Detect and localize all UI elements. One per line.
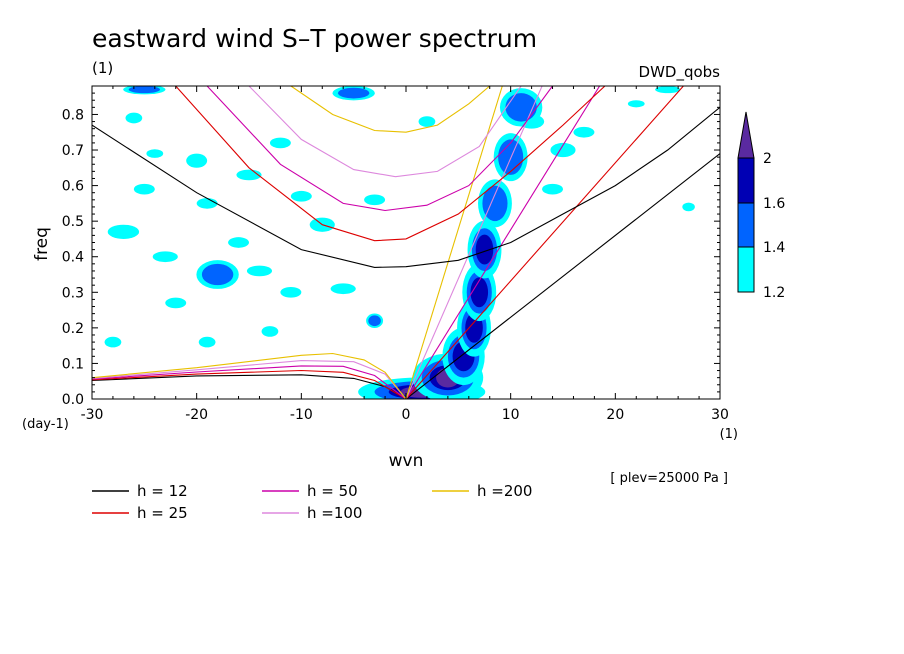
dispersion-curve-kelvin-h12 (405, 153, 720, 399)
noise-patch (542, 183, 563, 195)
noise-patch (550, 142, 576, 158)
noise-patch (198, 336, 216, 348)
dispersion-curve-kelvin-h50 (405, 86, 601, 399)
plot-frame (91, 85, 721, 400)
legend-label: h = 50 (307, 482, 358, 500)
x-tick-label: 30 (711, 407, 729, 423)
dispersion-curve-er-h25 (92, 369, 407, 399)
noise-patch (627, 100, 645, 108)
noise-patch (655, 86, 681, 94)
dispersion-curve-er-h200 (92, 352, 407, 399)
power-contour-mid (128, 86, 161, 94)
dispersion-curve-er-h50 (92, 365, 407, 399)
dispersion-curve-kelvin-h100 (405, 86, 543, 399)
noise-patch (246, 265, 273, 277)
y-tick-label: 0.4 (62, 250, 84, 266)
noise-patch (125, 112, 143, 124)
noise-patch (364, 194, 386, 206)
power-contour-mid (482, 185, 508, 222)
colorbar-swatch (737, 157, 755, 204)
colorbar-swatch (737, 246, 755, 293)
y-tick-label: 0.7 (62, 143, 84, 159)
noise-patch (196, 198, 218, 209)
y-tick-label: 0.2 (62, 321, 84, 337)
noise-patch (165, 297, 187, 309)
y-tick-label: 0.8 (62, 107, 84, 123)
noise-patch (280, 286, 302, 298)
noise-patch (573, 126, 595, 138)
colorbar-label: 2 (763, 151, 772, 167)
colorbar-swatch (737, 202, 755, 248)
noise-patch (104, 336, 122, 348)
noise-patch (146, 149, 164, 158)
y-tick-label: 0.6 (62, 179, 84, 195)
dataset-label: DWD_qobs (639, 63, 721, 82)
x-tick-label: -10 (290, 407, 313, 423)
plot-area: -30 -20 -10 0 10 20 30 0.0 0.1 0.2 0.3 0.4 0.5 0.6 0.7… (62, 85, 729, 423)
y-tick-label: 0.1 (62, 356, 84, 372)
power-contour-mid (368, 315, 381, 327)
dispersion-curve-eig-h12 (92, 106, 720, 268)
x-axis-label: wvn (389, 451, 424, 471)
pressure-level-note: [ plev=25000 Pa ] (610, 471, 728, 486)
colorbar-label: 1.6 (763, 196, 785, 212)
noise-patch (133, 183, 155, 195)
y-axis-label: freq (32, 227, 52, 261)
power-contour-mid (201, 263, 234, 286)
noise-patch (186, 153, 208, 168)
power-contour-high (470, 277, 489, 308)
axis-ticks: -30 -20 -10 0 10 20 30 0.0 0.1 0.2 0.3 0.4 0.5 0.6 0.7… (62, 86, 729, 423)
colorbar: 1.2 1.4 1.6 2 (737, 111, 785, 301)
y-tick-label: 0.0 (62, 392, 84, 408)
colorbar-label: 1.2 (763, 285, 785, 301)
dispersion-curve-er-h12 (92, 374, 407, 399)
noise-patch (682, 202, 695, 212)
colorbar-label: 1.4 (763, 240, 785, 256)
legend-label: h = 25 (137, 504, 188, 522)
legend: h = 12 h = 25 h = 50 h =100 h =200 (92, 482, 532, 522)
noise-patch (269, 137, 291, 149)
noise-patch (330, 283, 356, 295)
spectral-power-field (104, 86, 695, 399)
power-contour-mid (505, 93, 537, 122)
x-tick-label: -30 (81, 407, 104, 423)
dispersion-curve-kelvin-h200 (405, 86, 503, 399)
x-tick-label: 20 (606, 407, 624, 423)
dispersion-curve-kelvin-h25 (405, 86, 684, 399)
noise-patch (152, 251, 178, 263)
noise-patch (228, 237, 250, 248)
noise-patch (418, 116, 436, 127)
y-axis-unit: (day-1) (22, 417, 69, 432)
dispersion-curve-er-h100 (92, 360, 407, 399)
power-contour-high (475, 234, 494, 265)
x-axis-unit: (1) (720, 427, 738, 442)
dispersion-curves (92, 86, 720, 399)
noise-patch (107, 224, 140, 239)
y-tick-label: 0.3 (62, 285, 84, 301)
colorbar-arrow (737, 111, 755, 159)
dispersion-curve-eig-h200 (290, 86, 491, 133)
legend-label: h = 12 (137, 482, 188, 500)
x-tick-label: -20 (185, 407, 208, 423)
x-tick-label: 10 (502, 407, 520, 423)
x-tick-label: 0 (402, 407, 411, 423)
title-unit: (1) (92, 59, 113, 77)
dispersion-curve-eig-h25 (175, 86, 606, 242)
noise-patch (290, 190, 312, 202)
y-tick-label: 0.5 (62, 214, 84, 230)
legend-label: h =100 (307, 504, 362, 522)
power-contour-mid (337, 87, 370, 99)
dispersion-curve-eig-h50 (206, 86, 553, 212)
chart-title: eastward wind S–T power spectrum (92, 24, 537, 53)
noise-patch (261, 326, 279, 337)
legend-label: h =200 (477, 482, 532, 500)
dispersion-curve-eig-h100 (248, 86, 522, 178)
